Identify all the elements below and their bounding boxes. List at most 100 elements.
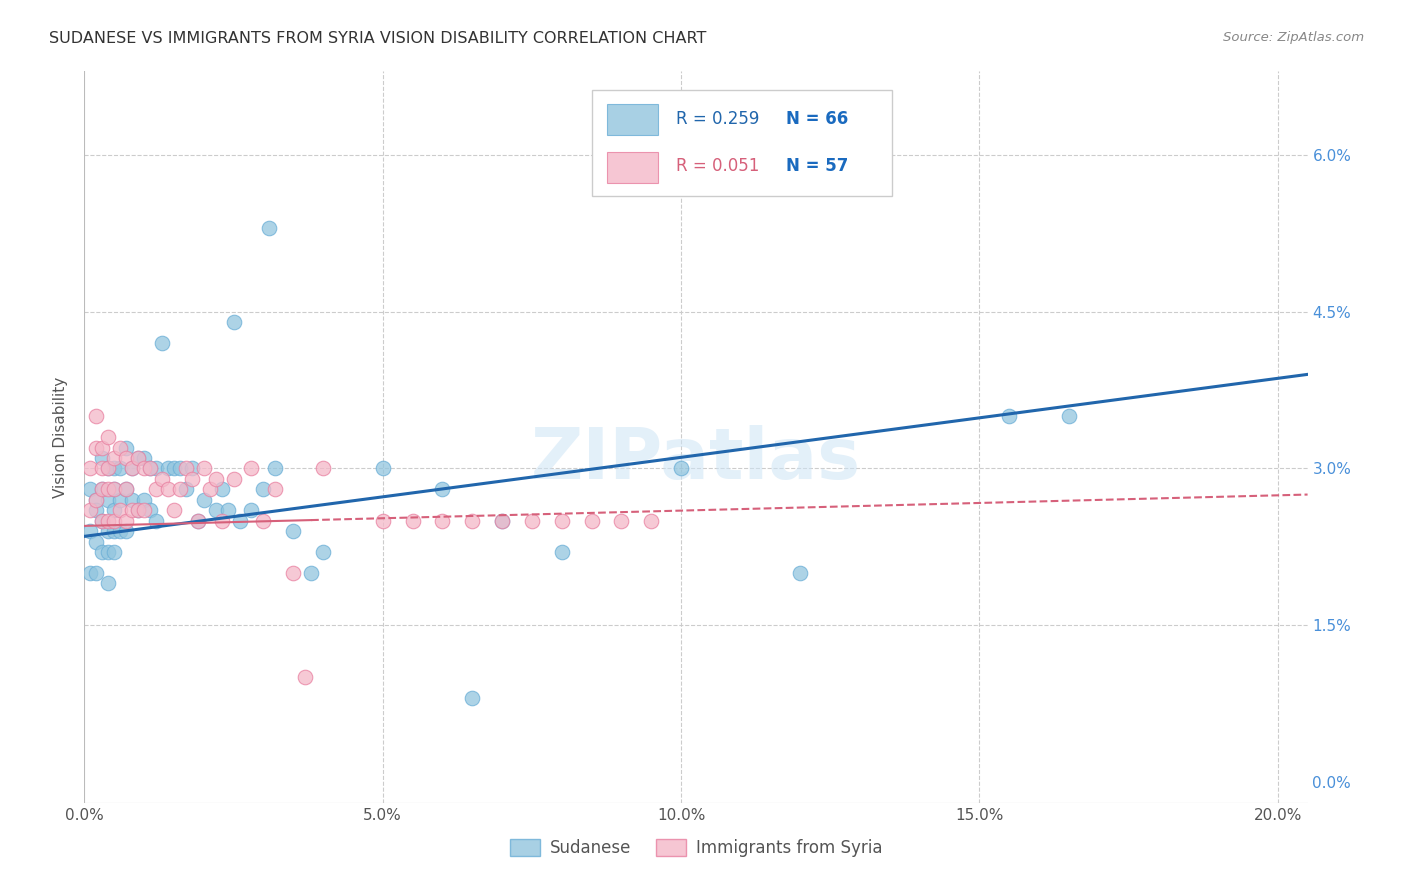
Point (97, 461, 120, 475)
Point (115, 450, 138, 465)
Point (294, 670, 316, 684)
Text: R = 0.259: R = 0.259 (676, 110, 759, 128)
Point (222, 472, 245, 486)
Point (79, 524, 101, 538)
Point (127, 450, 149, 465)
Point (127, 450, 149, 465)
Point (103, 503, 125, 517)
Point (998, 409, 1021, 424)
Point (520, 514, 543, 528)
Point (240, 503, 263, 517)
Point (91, 441, 114, 455)
Point (198, 483, 221, 497)
Point (84, 441, 107, 455)
FancyBboxPatch shape (606, 104, 658, 135)
Point (84, 503, 107, 517)
Point (432, 483, 454, 497)
Point (174, 461, 197, 475)
Point (299, 566, 322, 580)
Point (115, 441, 138, 455)
Text: SUDANESE VS IMMIGRANTS FROM SYRIA VISION DISABILITY CORRELATION CHART: SUDANESE VS IMMIGRANTS FROM SYRIA VISION… (49, 31, 707, 46)
Point (581, 514, 603, 528)
Point (121, 503, 143, 517)
Point (97, 545, 120, 559)
Text: Source: ZipAtlas.com: Source: ZipAtlas.com (1223, 31, 1364, 45)
Point (79, 503, 101, 517)
Point (264, 483, 287, 497)
Point (103, 450, 125, 465)
Point (115, 483, 138, 497)
Point (432, 514, 454, 528)
Point (121, 461, 143, 475)
Point (145, 461, 167, 475)
Point (97, 524, 120, 538)
Point (145, 514, 167, 528)
Point (84, 566, 107, 580)
Point (240, 461, 263, 475)
Point (108, 441, 131, 455)
Point (91, 514, 114, 528)
Point (132, 503, 155, 517)
Point (150, 336, 173, 351)
Point (252, 483, 274, 497)
Point (252, 514, 274, 528)
Point (551, 514, 574, 528)
Point (264, 461, 287, 475)
Point (91, 514, 114, 528)
Point (132, 461, 155, 475)
Point (204, 472, 226, 486)
Point (259, 221, 281, 235)
Point (312, 461, 335, 475)
Point (283, 524, 305, 538)
Point (91, 545, 114, 559)
Point (84, 534, 107, 549)
Point (180, 461, 202, 475)
Point (127, 503, 149, 517)
Point (108, 524, 131, 538)
Point (145, 483, 167, 497)
Point (204, 503, 226, 517)
Point (108, 492, 131, 507)
Point (610, 514, 633, 528)
FancyBboxPatch shape (606, 152, 658, 183)
Point (91, 483, 114, 497)
Point (97, 430, 120, 444)
Point (97, 514, 120, 528)
Point (132, 450, 155, 465)
Point (640, 514, 662, 528)
Legend: Sudanese, Immigrants from Syria: Sudanese, Immigrants from Syria (503, 832, 889, 864)
Point (139, 461, 162, 475)
Point (79, 566, 101, 580)
Point (108, 461, 131, 475)
Text: N = 57: N = 57 (786, 158, 849, 176)
Point (283, 566, 305, 580)
Point (97, 576, 120, 591)
Point (187, 514, 209, 528)
Point (139, 461, 162, 475)
Text: ZIPatlas: ZIPatlas (531, 425, 860, 493)
FancyBboxPatch shape (592, 90, 891, 195)
Point (121, 492, 143, 507)
Point (115, 524, 138, 538)
Text: R = 0.051: R = 0.051 (676, 158, 759, 176)
Point (108, 503, 131, 517)
Point (169, 461, 191, 475)
Point (312, 545, 335, 559)
Point (461, 514, 484, 528)
Point (156, 483, 179, 497)
Point (193, 461, 215, 475)
Point (97, 483, 120, 497)
Point (193, 492, 215, 507)
Point (103, 514, 125, 528)
Point (187, 514, 209, 528)
Point (97, 492, 120, 507)
Point (84, 492, 107, 507)
Point (401, 514, 423, 528)
Point (103, 524, 125, 538)
Point (115, 483, 138, 497)
Point (461, 691, 484, 706)
Point (174, 483, 197, 497)
Point (84, 409, 107, 424)
Point (491, 514, 513, 528)
Point (79, 483, 101, 497)
